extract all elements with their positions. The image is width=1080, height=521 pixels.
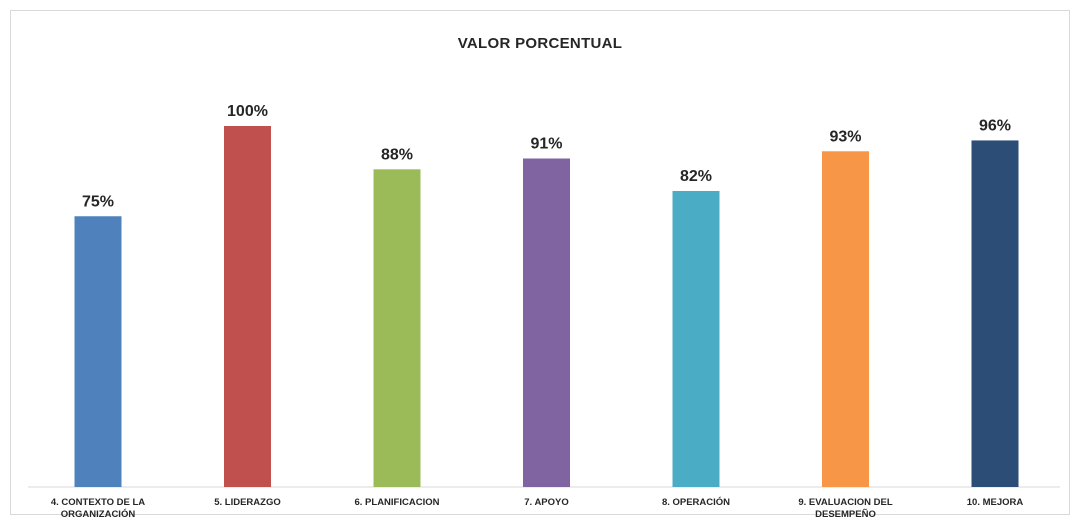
category-tick-label: 9. EVALUACION DEL: [798, 497, 893, 508]
bar: [224, 126, 271, 487]
category-tick-label: 7. APOYO: [524, 497, 569, 508]
bar: [822, 151, 869, 487]
bar: [74, 216, 122, 487]
bar: [523, 158, 570, 488]
category-tick-label: ORGANIZACIÓN: [61, 508, 136, 520]
category-tick-label: 6. PLANIFICACION: [355, 497, 440, 508]
bar-value-label: 96%: [979, 117, 1011, 134]
chart-title: VALOR PORCENTUAL: [457, 35, 623, 52]
bar-value-label: 75%: [82, 193, 114, 210]
bar: [373, 169, 421, 487]
bar-value-label: 93%: [829, 128, 861, 145]
bar-value-label: 88%: [381, 146, 413, 163]
category-tick-label: 10. MEJORA: [967, 497, 1024, 508]
category-tick-label: 4. CONTEXTO DE LA: [51, 497, 145, 508]
category-tick-label: 5. LIDERAZGO: [214, 497, 281, 508]
category-tick-label: 8. OPERACIÓN: [662, 496, 730, 508]
bar-value-label: 91%: [530, 135, 562, 152]
bar: [971, 140, 1019, 487]
bar-value-label: 82%: [680, 168, 712, 185]
bar-value-label: 100%: [227, 103, 268, 120]
bar: [672, 190, 720, 488]
category-tick-label: DESEMPEÑO: [815, 509, 876, 520]
